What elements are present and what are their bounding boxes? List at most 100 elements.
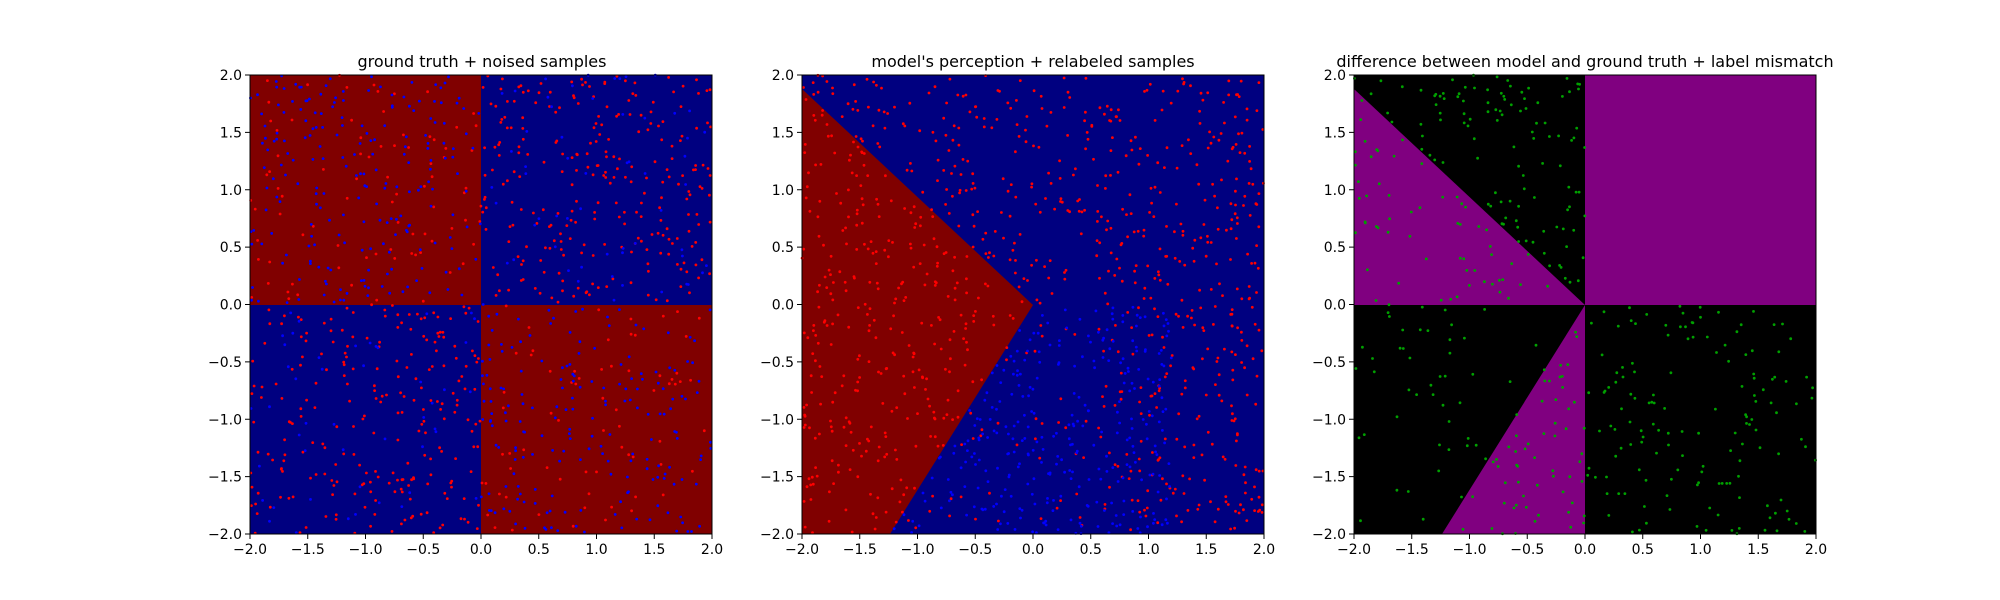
- scatter-point: [540, 434, 544, 438]
- scatter-point: [457, 96, 461, 100]
- scatter-point: [1165, 482, 1168, 486]
- scatter-point: [968, 110, 972, 114]
- scatter-point: [313, 406, 317, 409]
- scatter-point: [883, 431, 887, 435]
- scatter-point: [920, 321, 924, 325]
- scatter-point: [821, 109, 824, 112]
- scatter-point: [1583, 146, 1586, 149]
- scatter-point: [1212, 323, 1215, 326]
- scatter-point: [290, 367, 294, 371]
- scatter-point: [1420, 162, 1424, 166]
- scatter-point: [607, 324, 611, 327]
- scatter-point: [1159, 498, 1163, 502]
- scatter-point: [841, 229, 845, 232]
- scatter-point: [343, 351, 347, 355]
- scatter-point: [533, 488, 537, 491]
- scatter-point: [634, 94, 638, 97]
- scatter-point: [1044, 523, 1048, 527]
- scatter-point: [374, 499, 377, 502]
- scatter-point: [1058, 177, 1062, 180]
- scatter-point: [502, 387, 505, 391]
- scatter-point: [1048, 472, 1052, 476]
- scatter-point: [490, 186, 494, 189]
- scatter-point: [1217, 373, 1221, 377]
- scatter-point: [476, 445, 480, 449]
- scatter-point: [1211, 182, 1214, 186]
- scatter-point: [1569, 525, 1573, 529]
- scatter-point: [1206, 347, 1210, 351]
- scatter-point: [1546, 284, 1549, 288]
- scatter-point: [367, 155, 371, 159]
- scatter-point: [844, 416, 848, 420]
- scatter-point: [529, 353, 533, 357]
- scatter-point: [258, 464, 261, 468]
- scatter-point: [1517, 480, 1520, 484]
- scatter-point: [1209, 288, 1213, 291]
- scatter-point: [1181, 77, 1184, 81]
- scatter-point: [999, 522, 1002, 526]
- scatter-point: [267, 100, 271, 104]
- scatter-point: [354, 344, 357, 348]
- scatter-point: [1504, 216, 1508, 220]
- scatter-point: [805, 403, 808, 407]
- scatter-point: [396, 438, 400, 442]
- scatter-point: [354, 513, 357, 516]
- scatter-point: [693, 339, 696, 343]
- scatter-point: [391, 471, 395, 475]
- scatter-point: [911, 370, 915, 374]
- scatter-point: [1046, 321, 1050, 325]
- scatter-point: [1081, 355, 1084, 359]
- scatter-point: [1136, 229, 1140, 233]
- scatter-point: [570, 156, 574, 160]
- scatter-point: [1078, 521, 1082, 525]
- scatter-point: [1433, 158, 1437, 162]
- scatter-point: [481, 303, 485, 306]
- scatter-point: [995, 502, 998, 506]
- scatter-point: [936, 158, 940, 162]
- scatter-point: [556, 300, 560, 304]
- scatter-point: [314, 473, 318, 476]
- scatter-point: [871, 124, 875, 128]
- scatter-point: [345, 86, 349, 89]
- scatter-point: [1535, 121, 1538, 125]
- scatter-point: [690, 530, 693, 533]
- scatter-point: [1524, 239, 1528, 243]
- scatter-point: [1234, 353, 1237, 356]
- scatter-point: [575, 199, 578, 203]
- scatter-point: [350, 118, 353, 122]
- y-tick-label: 0.0: [220, 298, 242, 314]
- scatter-point: [802, 406, 806, 409]
- scatter-point: [291, 331, 295, 335]
- scatter-point: [1651, 422, 1655, 426]
- scatter-point: [269, 119, 273, 123]
- scatter-point: [676, 263, 679, 266]
- scatter-point: [1621, 375, 1625, 379]
- scatter-point: [624, 75, 628, 78]
- x-tick-label: 0.0: [470, 542, 492, 558]
- scatter-point: [1234, 464, 1238, 467]
- scatter-point: [1169, 101, 1173, 105]
- scatter-point: [309, 476, 312, 480]
- scatter-point: [1369, 155, 1373, 159]
- scatter-point: [554, 141, 558, 144]
- scatter-point: [833, 391, 837, 395]
- scatter-point: [605, 285, 609, 288]
- scatter-point: [1771, 377, 1774, 381]
- scatter-point: [299, 335, 303, 339]
- scatter-point: [301, 355, 304, 359]
- scatter-point: [1151, 380, 1155, 384]
- x-tick-label: −1.0: [901, 542, 935, 558]
- scatter-point: [1072, 173, 1075, 177]
- scatter-point: [633, 242, 637, 245]
- scatter-point: [436, 331, 440, 335]
- scatter-point: [906, 417, 909, 420]
- scatter-point: [1059, 397, 1063, 401]
- scatter-point: [1795, 402, 1798, 406]
- scatter-point: [1008, 258, 1012, 262]
- scatter-point: [1131, 510, 1135, 513]
- scatter-point: [256, 491, 260, 495]
- scatter-point: [266, 79, 269, 82]
- scatter-point: [412, 477, 416, 481]
- scatter-point: [313, 111, 317, 115]
- scatter-point: [602, 429, 605, 432]
